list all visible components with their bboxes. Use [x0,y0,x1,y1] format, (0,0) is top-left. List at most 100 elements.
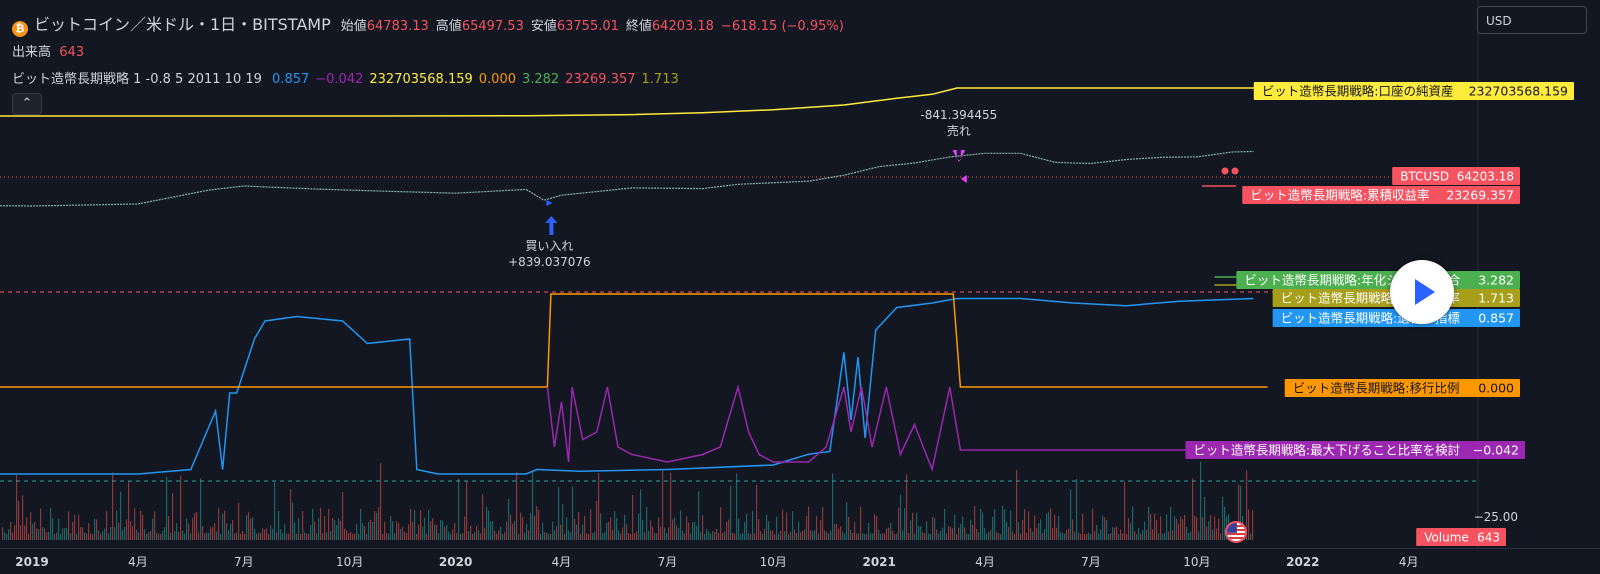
volume-bar [842,531,844,540]
strategy-value: 3.282 [521,72,560,87]
volume-bar [548,533,550,540]
volume-bar [836,523,838,540]
volume-legend[interactable]: 出来高 643 [12,41,84,60]
volume-bar [96,519,98,540]
currency-select[interactable]: USD [1477,6,1587,34]
volume-bar [646,506,648,540]
volume-bar [1140,533,1142,540]
price-label-name: ビット造幣長期戦略:移行比例 [1293,381,1460,396]
volume-bar [66,527,68,540]
volume-bar [598,473,600,540]
volume-bar [774,533,776,540]
collapse-legend-button[interactable]: ⌃ [12,93,42,115]
volume-bar [964,527,966,540]
volume-bar [584,516,586,540]
symbol-title[interactable]: ビットコイン／米ドル・1日・BITSTAMP [34,15,331,34]
volume-bar [764,528,766,540]
volume-bar [418,524,420,540]
volume-bar [508,498,510,540]
volume-bar [30,512,32,540]
price-label-value: 3.282 [1478,273,1514,288]
volume-bar [98,530,100,540]
volume-bar [132,526,134,540]
volume-bar [562,504,564,540]
volume-bar [860,506,862,540]
volume-bar [218,508,220,540]
volume-bar [862,533,864,540]
volume-bar [956,533,958,540]
volume-bar [718,532,720,540]
volume-bar [412,521,414,540]
volume-label: 出来高 [12,45,52,60]
volume-bar [200,478,202,540]
volume-bar [156,532,158,540]
volume-bar [1126,533,1128,540]
volume-bar [216,531,218,540]
volume-bar [682,530,684,540]
volume-bar [530,513,532,540]
ohlc-value: 64783.13 [366,19,429,34]
volume-bar [542,522,544,540]
volume-bar [472,533,474,540]
volume-bar [352,533,354,540]
us-flag-icon[interactable] [1225,521,1247,543]
volume-bar [214,523,216,540]
volume-bar [278,511,280,540]
volume-bar [974,506,976,540]
volume-bar [12,532,14,540]
dividend-marker [1221,167,1229,175]
volume-bar [40,508,42,540]
volume-bar [1178,523,1180,540]
volume-bar [840,526,842,540]
volume-bar [102,531,104,540]
volume-bar [770,530,772,540]
volume-bar [830,530,832,540]
volume-bar [748,533,750,540]
volume-bar [108,533,110,540]
volume-bar [58,518,60,540]
volume-bar [592,532,594,540]
volume-bar [148,532,150,540]
volume-bar [1020,533,1022,540]
volume-bar [1072,519,1074,540]
volume-bar [534,515,536,540]
volume-bar [1060,532,1062,540]
volume-bar [828,533,830,540]
volume-bar [1082,513,1084,540]
symbol-legend[interactable]: ₿ ビットコイン／米ドル・1日・BITSTAMP 始値64783.13 高値65497… [12,11,844,37]
volume-bar [614,510,616,540]
volume-bar [580,533,582,540]
volume-bar [300,533,302,540]
volume-bar [590,509,592,540]
play-button[interactable] [1390,260,1454,324]
volume-bar [704,533,706,540]
volume-bar [4,532,6,540]
volume-bar [588,533,590,540]
volume-bar [350,531,352,540]
volume-bar [1002,505,1004,540]
volume-bar [642,520,644,540]
volume-bar [22,495,24,540]
volume-bar [176,523,178,540]
volume-bar [226,523,228,540]
price-label-box [1392,167,1520,185]
volume-bar [504,532,506,540]
strategy-legend[interactable]: ビット造幣長期戦略 1 -0.8 5 2011 10 19 0.857 −0.04… [12,68,679,87]
volume-bar [850,530,852,540]
volume-bar [56,532,58,540]
series-line [0,293,1268,388]
volume-bar [280,529,282,540]
volume-bar [20,525,22,540]
volume-bar [366,533,368,540]
volume-bar [464,516,466,540]
volume-bar [702,515,704,540]
volume-bar [710,533,712,540]
volume-bar [80,527,82,540]
volume-bar [28,533,30,540]
volume-bar [1208,521,1210,540]
volume-bar [666,532,668,540]
dividend-marker [1231,167,1239,175]
volume-bar [798,521,800,540]
volume-bar [1210,514,1212,540]
volume-bar [1044,528,1046,540]
